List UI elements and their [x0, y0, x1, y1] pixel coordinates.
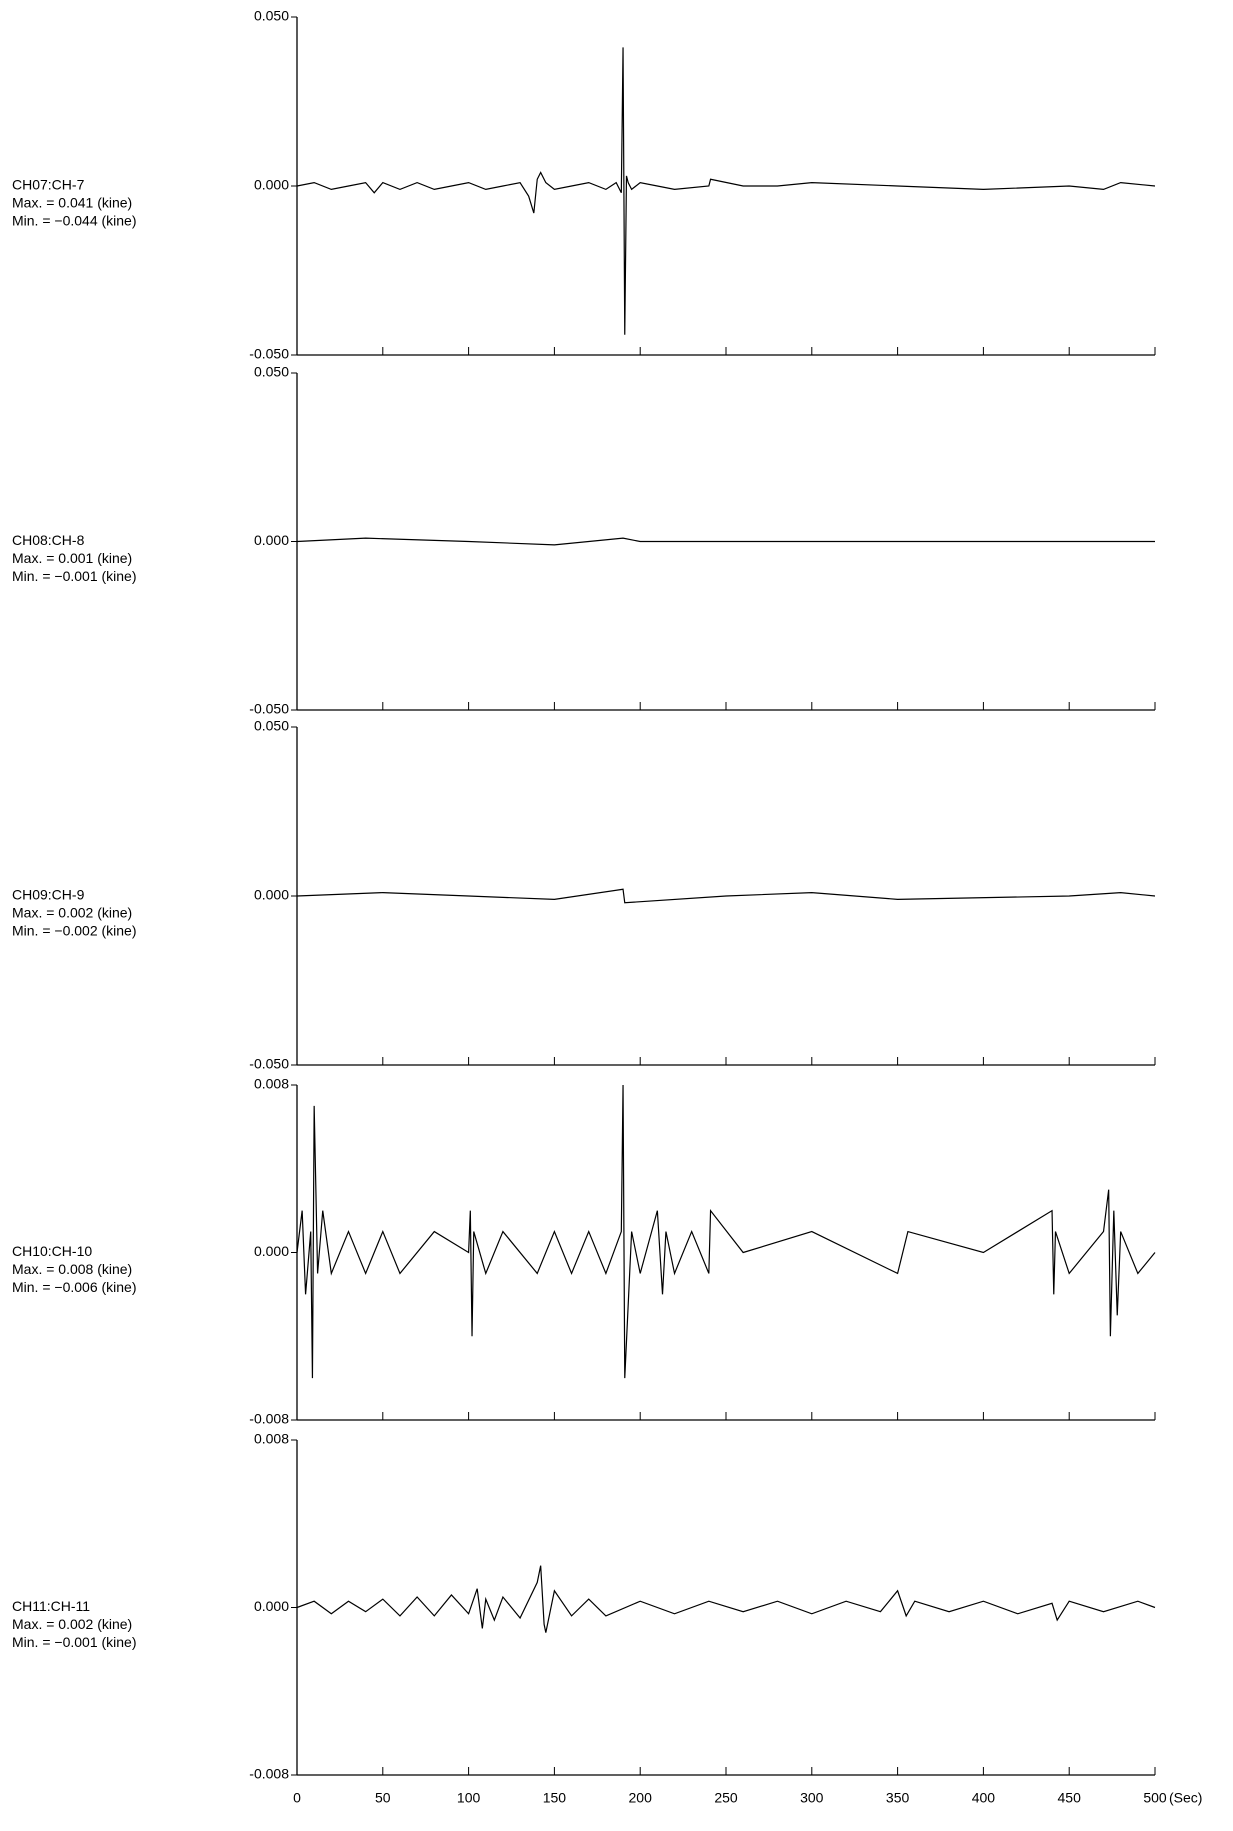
min-label: Min. = −0.001 (kine) — [12, 568, 137, 584]
channel-name: CH09:CH-9 — [12, 887, 85, 903]
min-label: Min. = −0.002 (kine) — [12, 923, 137, 939]
x-axis-label: (Sec) — [1169, 1790, 1202, 1806]
channel-name: CH11:CH-11 — [12, 1598, 90, 1614]
max-label: Max. = 0.008 (kine) — [12, 1261, 132, 1277]
min-label: Min. = −0.001 (kine) — [12, 1634, 137, 1650]
y-tick-label: 0.050 — [254, 364, 289, 380]
y-tick-label: 0.008 — [254, 1431, 289, 1447]
y-tick-label: 0.050 — [254, 718, 289, 734]
y-tick-label: 0.000 — [254, 177, 289, 193]
y-tick-label: -0.008 — [249, 1411, 289, 1427]
x-tick-label: 450 — [1058, 1790, 1082, 1806]
channel-name: CH08:CH-8 — [12, 532, 85, 548]
x-tick-label: 200 — [629, 1790, 653, 1806]
y-tick-label: 0.000 — [254, 887, 289, 903]
x-tick-label: 300 — [800, 1790, 824, 1806]
max-label: Max. = 0.041 (kine) — [12, 195, 132, 211]
min-label: Min. = −0.044 (kine) — [12, 213, 137, 229]
x-tick-label: 250 — [714, 1790, 738, 1806]
max-label: Max. = 0.001 (kine) — [12, 550, 132, 566]
x-tick-label: 150 — [543, 1790, 567, 1806]
y-tick-label: 0.000 — [254, 1243, 289, 1259]
trace — [296, 47, 1156, 335]
y-tick-label: -0.050 — [249, 346, 289, 362]
x-tick-label: 0 — [293, 1790, 301, 1806]
y-tick-label: 0.008 — [254, 1076, 289, 1092]
x-tick-label: 400 — [972, 1790, 996, 1806]
max-label: Max. = 0.002 (kine) — [12, 1616, 132, 1632]
channel-name: CH07:CH-7 — [12, 177, 85, 193]
trace — [296, 1565, 1156, 1633]
x-tick-label: 500 — [1143, 1790, 1167, 1806]
trace — [296, 888, 1156, 904]
x-tick-label: 100 — [457, 1790, 481, 1806]
trace — [296, 537, 1155, 546]
y-tick-label: -0.050 — [249, 701, 289, 717]
y-tick-label: 0.050 — [254, 8, 289, 24]
y-tick-label: 0.000 — [254, 1598, 289, 1614]
channel-name: CH10:CH-10 — [12, 1243, 92, 1259]
y-tick-label: -0.008 — [249, 1766, 289, 1782]
x-tick-label: 350 — [886, 1790, 910, 1806]
max-label: Max. = 0.002 (kine) — [12, 905, 132, 921]
trace — [296, 1084, 1156, 1379]
y-tick-label: 0.000 — [254, 532, 289, 548]
min-label: Min. = −0.006 (kine) — [12, 1279, 137, 1295]
y-tick-label: -0.050 — [249, 1056, 289, 1072]
x-tick-label: 50 — [375, 1790, 391, 1806]
